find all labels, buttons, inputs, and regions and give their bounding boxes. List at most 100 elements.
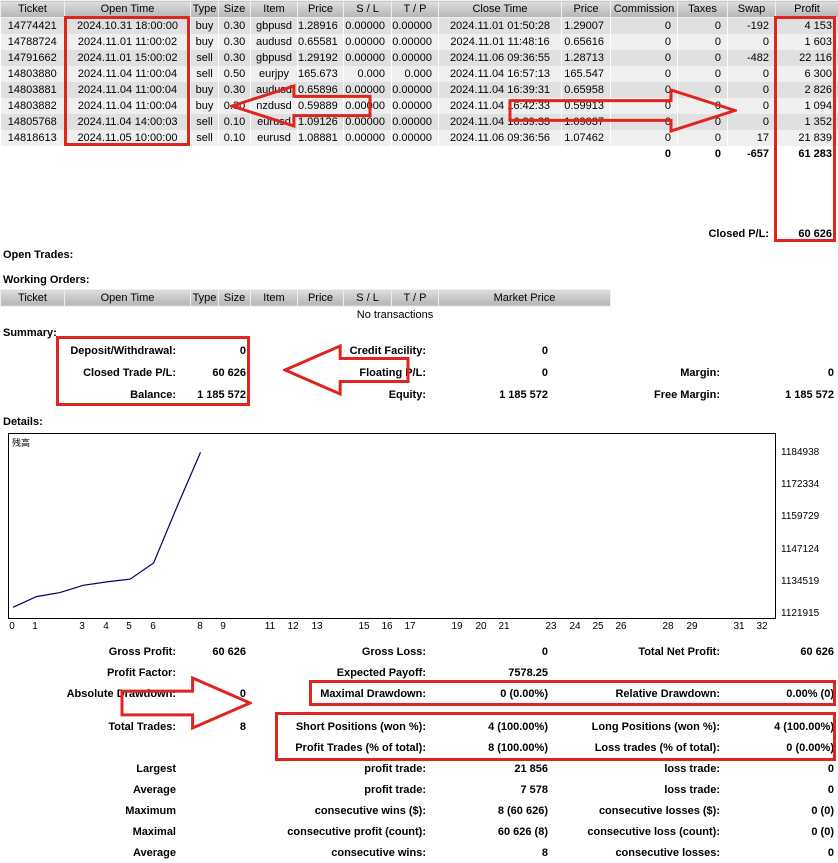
x-axis-label: 25	[592, 620, 604, 632]
totals-value: 0	[677, 145, 728, 162]
trade-cell: 0.65896	[297, 81, 344, 98]
trade-cell: gbpusd	[250, 49, 298, 66]
x-axis-label: 19	[451, 620, 463, 632]
trade-cell: 1 352	[775, 113, 838, 130]
x-axis-label: 6	[150, 620, 156, 632]
totals-value: 61 283	[775, 145, 838, 162]
trade-cell: 0	[677, 33, 728, 50]
grid-row: Absolute Drawdown: 0 Maximal Drawdown: 0 (0…	[0, 684, 838, 705]
grid-cell	[724, 340, 838, 362]
trade-cell: buy	[190, 97, 219, 114]
trade-cell: 14803881	[0, 81, 65, 98]
trade-cell: 0.59889	[297, 97, 344, 114]
blank-cell	[190, 145, 219, 162]
trade-cell: 1.07462	[561, 129, 611, 146]
trade-cell: 2024.11.04 16:57:13	[438, 65, 562, 82]
trade-cell: 0.00000	[343, 33, 392, 50]
trade-cell: 0.00000	[391, 49, 439, 66]
trade-cell: 0	[727, 81, 776, 98]
trade-cell: audusd	[250, 81, 298, 98]
grid-cell: 0	[239, 344, 246, 357]
grid-cell: Profit Factor:	[106, 667, 176, 679]
grid-cell: 0	[827, 847, 834, 859]
totals-value: -657	[727, 145, 776, 162]
trade-cell: 0.00000	[343, 17, 392, 34]
no-transactions-text: No transactions	[356, 308, 434, 321]
trade-cell: 4 153	[775, 17, 838, 34]
grid-cell: 0 (0.00%)	[786, 742, 834, 754]
trade-cell: 22 116	[775, 49, 838, 66]
grid-cell: Free Margin:	[653, 388, 720, 401]
trade-cell: 0	[727, 65, 776, 82]
grid-row: Maximum consecutive wins ($): 8 (60 626) co…	[0, 801, 838, 822]
grid-cell: Largest	[136, 763, 176, 775]
trade-cell: 2024.11.01 11:48:16	[438, 33, 562, 50]
trade-cell: 0.10	[218, 129, 251, 146]
grid-cell: 0 (0)	[811, 805, 834, 817]
closed-pl-row: Closed P/L: 60 626	[0, 225, 838, 242]
x-axis-label: 21	[498, 620, 510, 632]
grid-cell: 0.00% (0)	[786, 688, 834, 700]
blank-cell	[0, 145, 65, 162]
trade-cell: 2024.11.04 16:39:31	[438, 81, 562, 98]
y-axis-label: 1172334	[781, 478, 820, 490]
grid-cell: Balance:	[130, 388, 176, 401]
grid-cell: 0 (0)	[811, 826, 834, 838]
totals-row: 0 0 -657 61 283	[0, 145, 838, 162]
grid-cell	[180, 822, 250, 843]
trade-cell: 0.00000	[343, 81, 392, 98]
y-axis-label: 1147124	[781, 543, 820, 555]
grid-cell: Maximal Drawdown:	[320, 688, 426, 700]
grid-cell: Credit Facility:	[349, 344, 426, 357]
trade-cell: 0	[610, 97, 678, 114]
trade-cell: 0.65581	[297, 33, 344, 50]
column-header: Item	[250, 0, 298, 18]
trade-cell: 0	[677, 81, 728, 98]
grid-cell: consecutive profit (count):	[287, 826, 426, 838]
grid-cell: 60 626	[212, 366, 246, 379]
trade-cell: 0.30	[218, 97, 251, 114]
grid-cell: Gross Profit:	[108, 646, 176, 658]
trade-cell: 0.30	[218, 17, 251, 34]
grid-cell	[180, 843, 250, 863]
summary-grid: Deposit/Withdrawal: 0 Credit Facility: 0 Clo…	[0, 340, 838, 406]
trade-cell: 14788724	[0, 33, 65, 50]
x-axis-label: 17	[404, 620, 416, 632]
trade-cell: 0.00000	[391, 17, 439, 34]
grid-row: Total Trades: 8 Short Positions (won %): 4 …	[0, 717, 838, 738]
grid-cell: 8	[239, 721, 246, 733]
x-axis-label: 31	[733, 620, 745, 632]
grid-cell: 7578.25	[508, 667, 548, 679]
trade-cell: 1 094	[775, 97, 838, 114]
column-header: Type	[190, 288, 219, 307]
trade-cell: 0.65616	[561, 33, 611, 50]
trade-cell: 2 826	[775, 81, 838, 98]
trade-cell: 2024.11.04 11:00:04	[64, 65, 191, 82]
grid-row: Deposit/Withdrawal: 0 Credit Facility: 0	[0, 340, 838, 362]
trade-cell: 0.00000	[343, 113, 392, 130]
grid-cell: 60 626 (8)	[497, 826, 548, 838]
grid-cell: 0	[827, 366, 834, 379]
grid-cell	[180, 759, 250, 780]
y-axis-label: 1134519	[781, 575, 820, 587]
trade-cell: 2024.11.04 16:42:33	[438, 97, 562, 114]
grid-cell: Absolute Drawdown:	[66, 688, 176, 700]
trade-cell: 0.00000	[343, 129, 392, 146]
trade-cell: 0	[727, 113, 776, 130]
y-axis-label: 1121915	[781, 607, 820, 619]
blank-cell	[64, 145, 191, 162]
grid-cell: Margin:	[680, 366, 720, 379]
trade-cell: audusd	[250, 33, 298, 50]
column-header: S / L	[343, 288, 392, 307]
x-axis-label: 16	[381, 620, 393, 632]
x-axis-label: 24	[569, 620, 581, 632]
column-header: T / P	[391, 0, 439, 18]
trade-cell: 2024.11.04 11:00:04	[64, 81, 191, 98]
trade-cell: sell	[190, 113, 219, 130]
trade-cell: 2024.11.04 14:00:03	[64, 113, 191, 130]
trade-row: 14803881 2024.11.04 11:00:04 buy 0.30 audusd…	[0, 81, 838, 98]
grid-cell: Total Trades:	[108, 721, 176, 733]
trade-row: 14803882 2024.11.04 11:00:04 buy 0.30 nzdusd…	[0, 97, 838, 114]
grid-cell: profit trade:	[364, 763, 426, 775]
